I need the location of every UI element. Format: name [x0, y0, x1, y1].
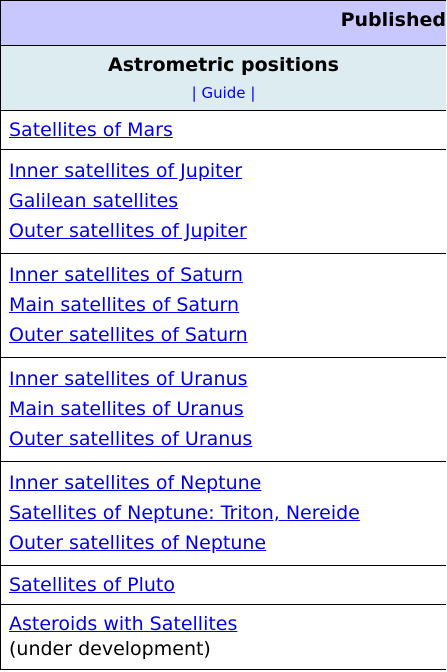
section-title: Astrometric positions [107, 54, 339, 76]
link-asteroids-with-satellites[interactable]: Asteroids with Satellites [9, 613, 238, 635]
link-satellites-of-mars[interactable]: Satellites of Mars [9, 119, 173, 141]
link-outer-satellites-of-jupiter[interactable]: Outer satellites of Jupiter [9, 220, 247, 242]
link-main-satellites-of-uranus[interactable]: Main satellites of Uranus [9, 398, 244, 420]
link-inner-satellites-of-jupiter[interactable]: Inner satellites of Jupiter [9, 160, 243, 182]
mars-group: Satellites of Mars [0, 110, 446, 150]
link-outer-satellites-of-saturn[interactable]: Outer satellites of Saturn [9, 324, 248, 346]
published-title: Published [340, 9, 446, 31]
link-satellites-of-neptune-triton-nereide[interactable]: Satellites of Neptune: Triton, Nereide [9, 502, 360, 524]
under-development-note: (under development) [9, 638, 211, 660]
link-main-satellites-of-saturn[interactable]: Main satellites of Saturn [9, 294, 240, 316]
saturn-group: Inner satellites of Saturn Main satellit… [0, 253, 446, 358]
guide-separator-right: | [250, 84, 256, 102]
link-outer-satellites-of-neptune[interactable]: Outer satellites of Neptune [9, 532, 267, 554]
link-outer-satellites-of-uranus[interactable]: Outer satellites of Uranus [9, 428, 253, 450]
link-inner-satellites-of-saturn[interactable]: Inner satellites of Saturn [9, 264, 243, 286]
link-satellites-of-pluto[interactable]: Satellites of Pluto [9, 574, 175, 596]
guide-link[interactable]: Guide [201, 84, 246, 102]
link-inner-satellites-of-neptune[interactable]: Inner satellites of Neptune [9, 472, 262, 494]
neptune-group: Inner satellites of Neptune Satellites o… [0, 461, 446, 566]
link-galilean-satellites[interactable]: Galilean satellites [9, 190, 179, 212]
guide-separator-left: | [191, 84, 197, 102]
pluto-group: Satellites of Pluto [0, 565, 446, 605]
uranus-group: Inner satellites of Uranus Main satellit… [0, 357, 446, 462]
astrometric-positions-header: Astrometric positions | Guide | [0, 45, 446, 111]
published-header: Published [0, 0, 446, 46]
asteroids-group: Asteroids with Satellites (under develop… [0, 604, 446, 670]
jupiter-group: Inner satellites of Jupiter Galilean sat… [0, 149, 446, 254]
guide-links: | Guide | [1, 84, 446, 102]
link-inner-satellites-of-uranus[interactable]: Inner satellites of Uranus [9, 368, 248, 390]
